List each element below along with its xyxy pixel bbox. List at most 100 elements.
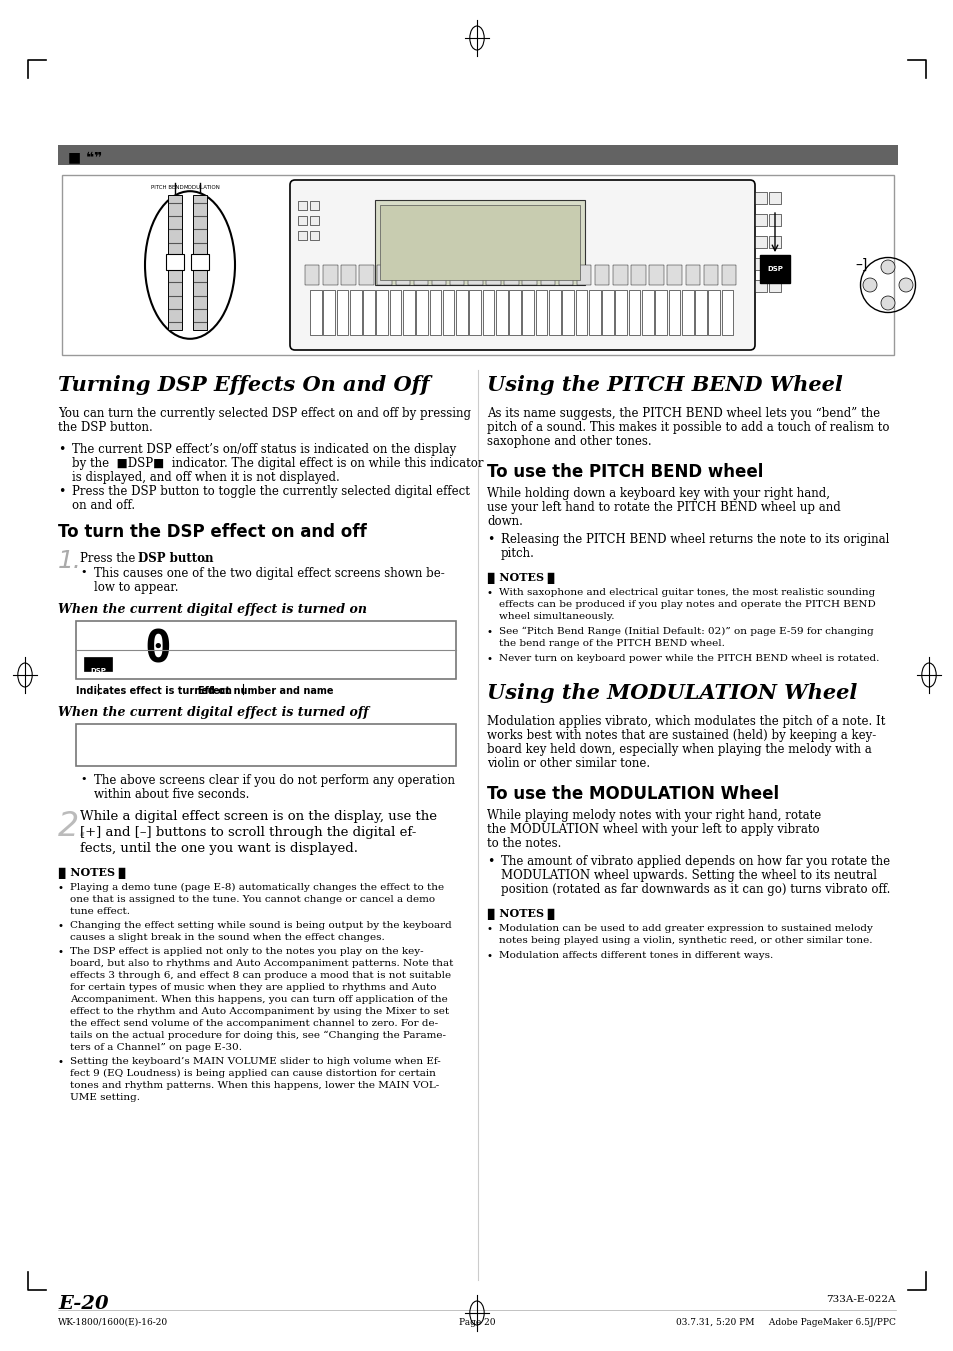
Text: Effect number and name: Effect number and name (198, 686, 334, 696)
Text: MODULATION: MODULATION (183, 185, 220, 190)
Bar (84, 657, 112, 671)
Bar (754, 213, 766, 226)
Text: on and off.: on and off. (71, 499, 135, 512)
Bar (414, 265, 428, 285)
Bar (375, 200, 584, 285)
Bar (522, 265, 537, 285)
Text: •: • (486, 534, 494, 546)
Bar (708, 290, 720, 335)
Bar (376, 290, 388, 335)
Text: tails on the actual procedure for doing this, see “Changing the Parame-: tails on the actual procedure for doing … (70, 1031, 446, 1040)
Text: effects 3 through 6, and effect 8 can produce a mood that is not suitable: effects 3 through 6, and effect 8 can pr… (70, 971, 451, 979)
Text: You can turn the currently selected DSP effect on and off by pressing: You can turn the currently selected DSP … (58, 407, 471, 420)
Bar (754, 192, 766, 204)
Bar (442, 290, 454, 335)
Text: [+] and [–] buttons to scroll through the digital ef-: [+] and [–] buttons to scroll through th… (80, 825, 416, 839)
Text: Indicates effect is turned on: Indicates effect is turned on (76, 686, 232, 696)
Text: While holding down a keyboard key with your right hand,: While holding down a keyboard key with y… (486, 486, 829, 500)
Text: the DSP button.: the DSP button. (58, 422, 152, 434)
Bar (350, 290, 361, 335)
Text: the effect send volume of the accompaniment channel to zero. For de-: the effect send volume of the accompanim… (70, 1019, 437, 1028)
FancyBboxPatch shape (290, 180, 754, 350)
Text: 0: 0 (145, 628, 172, 671)
Text: low to appear.: low to appear. (94, 581, 178, 594)
Bar (721, 265, 736, 285)
Text: See “Pitch Bend Range (Initial Default: 02)” on page E-59 for changing: See “Pitch Bend Range (Initial Default: … (498, 627, 873, 636)
Text: •: • (80, 567, 87, 577)
Text: Using the MODULATION Wheel: Using the MODULATION Wheel (486, 684, 857, 703)
Text: Modulation can be used to add greater expression to sustained melody: Modulation can be used to add greater ex… (498, 924, 872, 934)
Text: .: . (203, 553, 207, 565)
Bar (429, 290, 440, 335)
Text: down.: down. (486, 515, 522, 528)
Bar (628, 290, 639, 335)
Bar (456, 290, 467, 335)
Bar (310, 201, 318, 209)
Text: UME setting.: UME setting. (70, 1093, 140, 1102)
Text: •: • (486, 951, 493, 961)
Bar (191, 254, 209, 270)
Bar (76, 724, 456, 766)
Text: The above screens clear if you do not perform any operation: The above screens clear if you do not pe… (94, 774, 455, 788)
Text: Accompaniment. When this happens, you can turn off application of the: Accompaniment. When this happens, you ca… (70, 994, 447, 1004)
Bar (601, 290, 613, 335)
Bar (649, 265, 663, 285)
Bar (768, 236, 781, 249)
Text: •: • (58, 485, 66, 499)
Bar (754, 280, 766, 292)
Text: While playing melody notes with your right hand, rotate: While playing melody notes with your rig… (486, 809, 821, 821)
Bar (754, 236, 766, 249)
Text: This causes one of the two digital effect screens shown be-: This causes one of the two digital effec… (94, 567, 444, 580)
Text: •: • (486, 924, 493, 934)
Text: 2.: 2. (58, 811, 90, 843)
Text: To use the PITCH BEND wheel: To use the PITCH BEND wheel (486, 463, 762, 481)
Bar (482, 290, 494, 335)
Bar (768, 213, 781, 226)
Bar (768, 258, 781, 270)
Bar (58, 145, 897, 165)
Bar (450, 265, 464, 285)
Bar (575, 290, 587, 335)
Bar (341, 265, 355, 285)
Text: WK-1800/1600(E)-16-20: WK-1800/1600(E)-16-20 (58, 1319, 168, 1327)
Text: To turn the DSP effect on and off: To turn the DSP effect on and off (58, 523, 366, 540)
Bar (379, 205, 579, 280)
Text: position (rotated as far downwards as it can go) turns vibrato off.: position (rotated as far downwards as it… (500, 884, 889, 896)
Text: When the current digital effect is turned off: When the current digital effect is turne… (58, 707, 368, 719)
Text: effects can be produced if you play notes and operate the PITCH BEND: effects can be produced if you play note… (498, 600, 875, 609)
Text: 1.: 1. (58, 549, 82, 573)
Bar (323, 290, 335, 335)
Text: Releasing the PITCH BEND wheel returns the note to its original: Releasing the PITCH BEND wheel returns t… (500, 534, 888, 546)
Bar (469, 290, 480, 335)
Text: MODULATION wheel upwards. Setting the wheel to its neutral: MODULATION wheel upwards. Setting the wh… (500, 869, 876, 882)
Text: •: • (486, 627, 493, 638)
Text: board, but also to rhythms and Auto Accompaniment patterns. Note that: board, but also to rhythms and Auto Acco… (70, 959, 453, 969)
Text: Press the DSP button to toggle the currently selected digital effect: Press the DSP button to toggle the curre… (71, 485, 470, 499)
Bar (310, 290, 321, 335)
Bar (613, 265, 627, 285)
Text: one that is assigned to the tune. You cannot change or cancel a demo: one that is assigned to the tune. You ca… (70, 894, 435, 904)
Bar (305, 265, 319, 285)
Text: DSP button: DSP button (138, 553, 213, 565)
Bar (595, 265, 609, 285)
Circle shape (862, 278, 876, 292)
Bar (168, 195, 182, 330)
Bar (768, 192, 781, 204)
Bar (389, 290, 401, 335)
Text: Turning DSP Effects On and Off: Turning DSP Effects On and Off (58, 376, 429, 394)
Text: ■ ❝❞: ■ ❝❞ (68, 150, 102, 163)
Text: •: • (58, 443, 66, 457)
Text: to the notes.: to the notes. (486, 838, 560, 850)
Bar (695, 290, 706, 335)
Bar (432, 265, 446, 285)
Bar (668, 290, 679, 335)
Bar (310, 216, 318, 226)
Text: tune effect.: tune effect. (70, 907, 130, 916)
Bar (631, 265, 645, 285)
Text: •: • (486, 654, 493, 663)
Bar (509, 290, 520, 335)
Text: PITCH BEND: PITCH BEND (151, 185, 183, 190)
Circle shape (880, 296, 894, 309)
Bar (549, 290, 560, 335)
Text: 733A-E-022A: 733A-E-022A (825, 1296, 895, 1304)
